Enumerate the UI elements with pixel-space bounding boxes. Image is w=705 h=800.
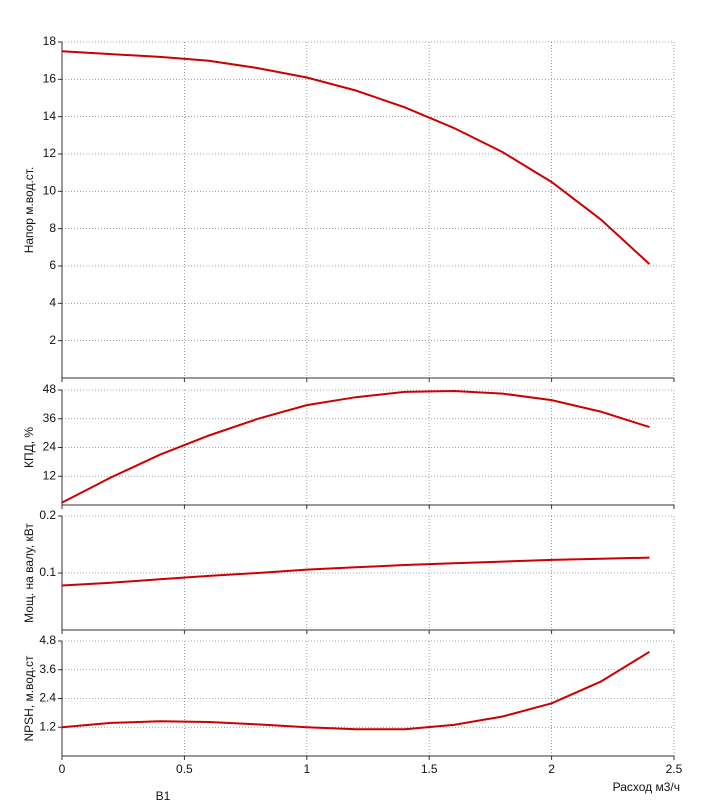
x-tick-label: 1.5 — [421, 762, 438, 776]
curve — [61, 50, 651, 265]
y-tick-label: 4.8 — [39, 633, 56, 647]
y-tick-label: 48 — [43, 382, 57, 396]
x-tick-label: 1 — [303, 762, 310, 776]
x-tick-label: 0 — [59, 762, 66, 776]
y-tick-label: 6 — [49, 258, 56, 272]
y-tick-label: 16 — [43, 72, 57, 86]
y-tick-label: 8 — [49, 221, 56, 235]
y-axis-label: Мощ. на валу, кВт — [22, 523, 36, 623]
x-tick-label: 2.5 — [666, 762, 683, 776]
y-tick-label: 1.2 — [39, 719, 56, 733]
y-tick-label: 24 — [43, 440, 57, 454]
x-tick-label: 2 — [548, 762, 555, 776]
y-tick-label: 3.6 — [39, 662, 56, 676]
x-axis-label: Расход м3/ч — [613, 780, 680, 794]
y-axis-label: Напор м.вод.ст. — [22, 167, 36, 254]
curve — [61, 556, 650, 587]
curve — [61, 650, 651, 731]
y-tick-label: 10 — [43, 184, 57, 198]
y-axis-label: КПД, % — [22, 427, 36, 468]
y-tick-label: 14 — [43, 109, 57, 123]
y-tick-label: 2.4 — [39, 691, 56, 705]
y-tick-label: 12 — [43, 468, 57, 482]
curve — [61, 389, 650, 504]
y-tick-label: 12 — [43, 146, 57, 160]
x-tick-label: 0.5 — [176, 762, 193, 776]
y-tick-label: 0.1 — [39, 565, 56, 579]
y-axis-label: NPSH, м.вод.ст — [22, 655, 36, 742]
note: В1 — [156, 789, 171, 800]
y-tick-label: 2 — [49, 333, 56, 347]
y-tick-label: 18 — [43, 34, 57, 48]
y-tick-label: 0.2 — [39, 508, 56, 522]
y-tick-label: 36 — [43, 411, 57, 425]
y-tick-label: 4 — [49, 296, 56, 310]
